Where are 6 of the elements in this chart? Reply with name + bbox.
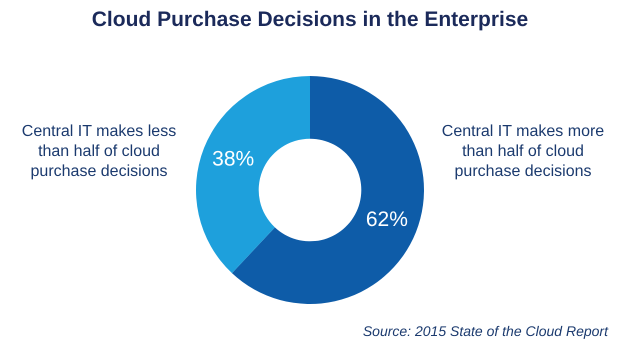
- chart-title: Cloud Purchase Decisions in the Enterprise: [90, 8, 530, 32]
- slice-label: Central IT makes more than half of cloud purchase decisions: [440, 122, 606, 182]
- data-label: 38%: [212, 147, 254, 170]
- data-label: 62%: [366, 208, 408, 232]
- source-note: Source: 2015 State of the Cloud Report: [362, 323, 608, 339]
- slice-label: Central IT makes less than half of cloud purchase decisions: [20, 122, 178, 182]
